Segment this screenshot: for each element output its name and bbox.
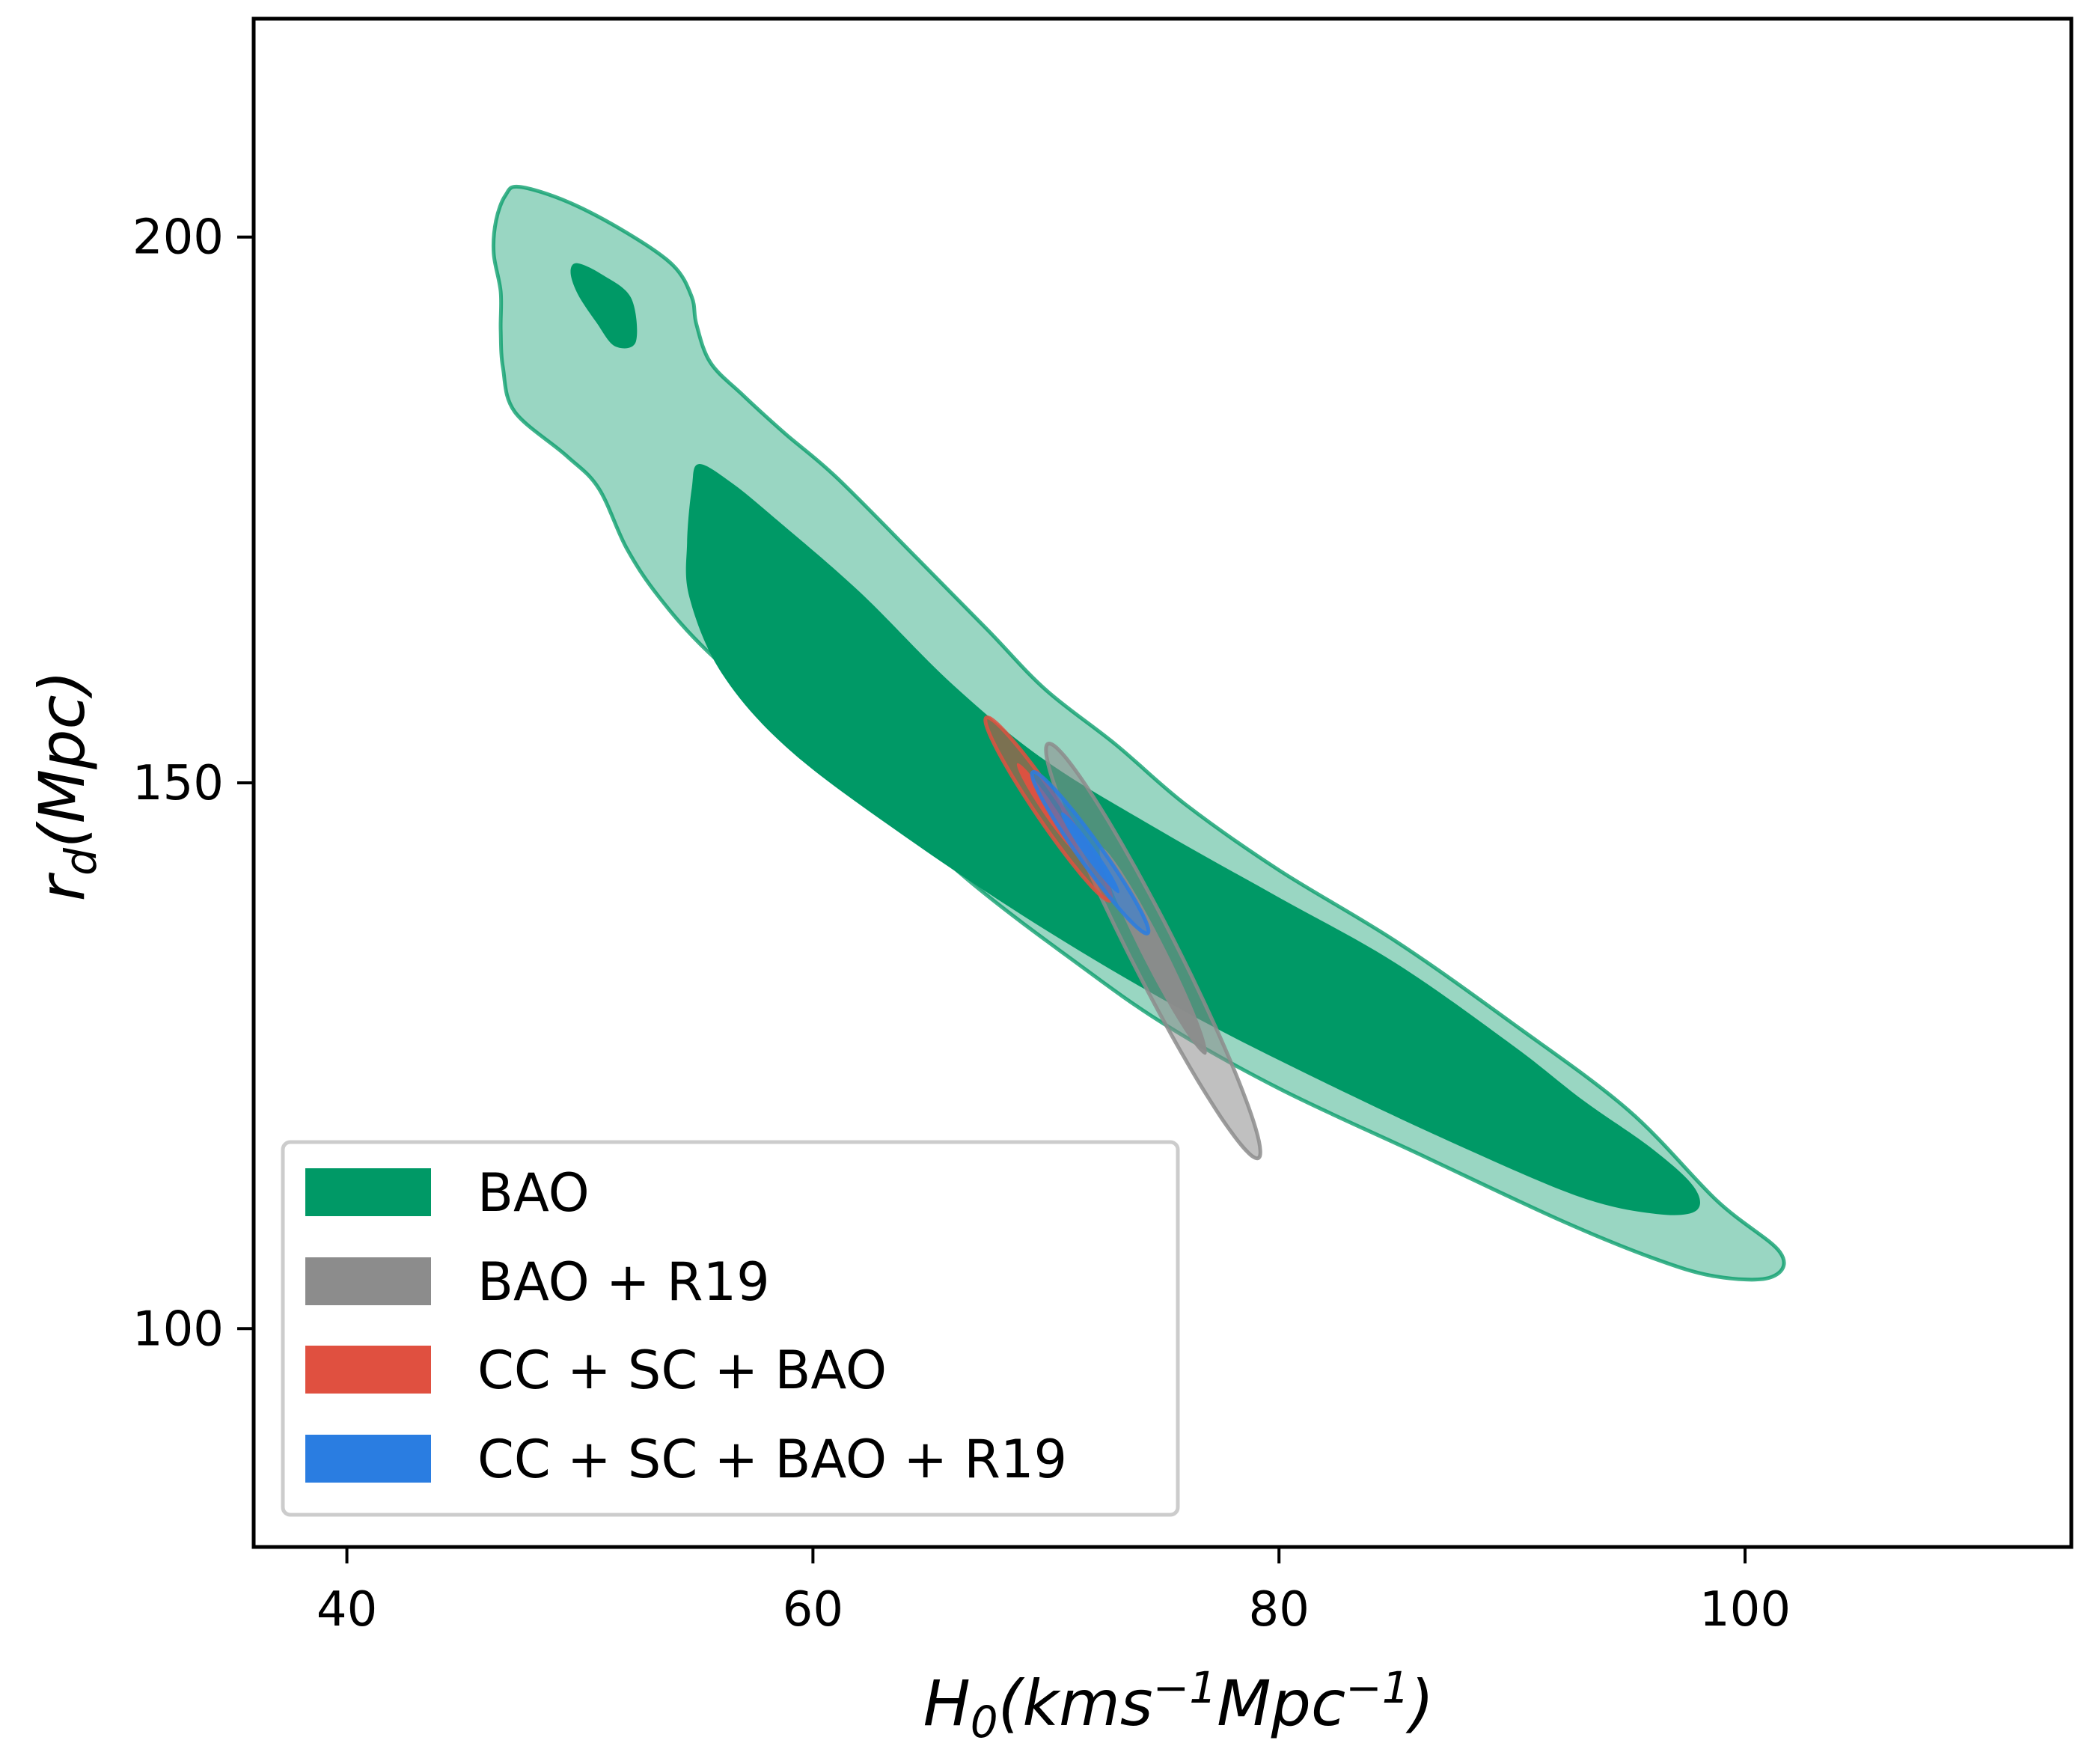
y-title-rest: (Mpc)	[25, 671, 99, 849]
y-tick-label: 200	[132, 210, 224, 266]
y-title-sub: d	[55, 847, 106, 876]
legend-label-bao: BAO	[477, 1162, 590, 1224]
legend-swatch-cc-sc-bao-r19	[305, 1435, 431, 1483]
legend: BAO BAO + R19 CC + SC + BAO CC + SC + BA…	[281, 1140, 1180, 1517]
x-tick-label: 100	[1699, 1582, 1791, 1638]
x-title-base: H	[923, 1667, 971, 1740]
legend-swatch-bao-r19	[305, 1257, 431, 1305]
x-title-mid: Mpc	[1217, 1667, 1345, 1740]
x-title-sup1: −1	[1153, 1662, 1217, 1713]
bao-1sigma-contour	[685, 464, 1700, 1215]
axis-ticks: 40 60 80 100 100 150 200	[132, 210, 1791, 1638]
x-title-sub: 0	[971, 1697, 998, 1748]
contours-layer	[491, 184, 1786, 1282]
legend-label-cc-sc-bao-r19: CC + SC + BAO + R19	[477, 1429, 1067, 1490]
legend-frame	[281, 1140, 1180, 1517]
y-title-base: r	[25, 872, 99, 901]
y-axis-title: rd(Mpc)	[25, 671, 106, 902]
y-tick-label: 150	[132, 756, 224, 811]
legend-swatch-cc-sc-bao	[305, 1346, 431, 1394]
bao-1sigma-contour	[570, 263, 638, 349]
x-title-open: (kms	[998, 1667, 1153, 1740]
bao-2sigma-contour	[491, 184, 1786, 1282]
x-title-sup2: −1	[1345, 1662, 1410, 1713]
cc-sc-bao-r19-1sigma-contour	[1061, 812, 1119, 894]
x-tick-label: 40	[317, 1582, 377, 1638]
x-tick-label: 80	[1248, 1582, 1309, 1638]
y-tick-label: 100	[132, 1301, 224, 1357]
legend-swatch-bao	[305, 1168, 431, 1216]
legend-label-bao-r19: BAO + R19	[477, 1251, 770, 1313]
x-title-close: )	[1405, 1667, 1434, 1740]
legend-label-cc-sc-bao: CC + SC + BAO	[477, 1340, 887, 1401]
x-tick-label: 60	[783, 1582, 843, 1638]
x-axis-title: H0(kms−1Mpc−1)	[923, 1662, 1434, 1748]
